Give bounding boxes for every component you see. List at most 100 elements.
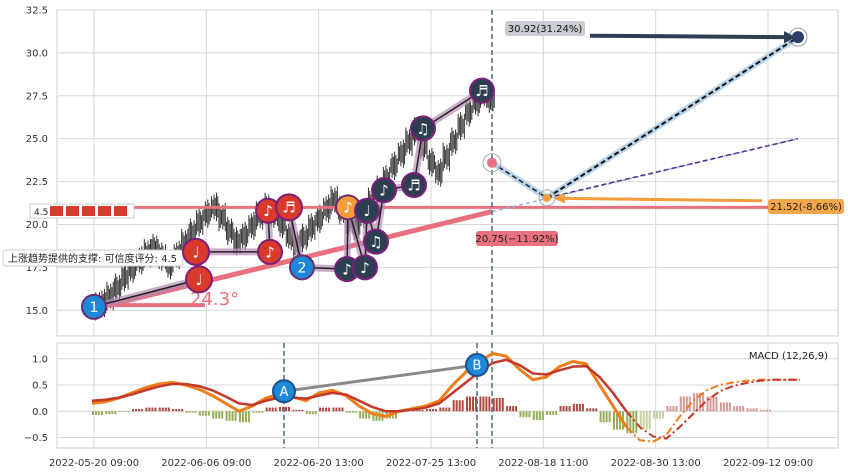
note-marker <box>352 254 378 281</box>
macd-histogram-bar <box>341 407 344 412</box>
macd-histogram-bar <box>121 411 124 412</box>
macd-histogram-bar <box>605 411 608 423</box>
macd-histogram-bar <box>292 409 295 412</box>
macd-histogram-bar <box>626 411 629 434</box>
note-marker <box>363 228 389 255</box>
macd-histogram-bar <box>736 406 739 412</box>
macd-histogram-bar <box>648 411 651 430</box>
macd-histogram-bar <box>693 392 696 412</box>
anchor-1-marker-label: 1 <box>90 300 99 316</box>
macd-histogram-bar <box>535 411 538 421</box>
macd-histogram-bar <box>442 407 445 412</box>
x-tick-label: 2022-05-20 09:00 <box>49 458 139 469</box>
macd-histogram-bar <box>271 407 274 412</box>
macd-histogram-bar <box>565 406 568 412</box>
macd-histogram-bar <box>274 407 277 412</box>
macd-histogram-bar <box>522 411 525 418</box>
macd-histogram-bar <box>498 398 501 412</box>
macd-histogram-bar <box>739 406 742 412</box>
divergence-line <box>283 363 478 393</box>
macd-histogram-bar <box>348 411 351 413</box>
note-marker-label: ♩ <box>192 243 199 261</box>
y-tick-label: 22.5 <box>26 177 48 188</box>
rating-cell <box>50 206 63 216</box>
macd-histogram-bar <box>549 411 552 415</box>
projection-line <box>491 162 548 199</box>
y-tick-label: 15.0 <box>26 306 48 317</box>
macd-histogram-bar <box>669 406 672 412</box>
target-high-dot <box>792 31 804 44</box>
macd-histogram-bar <box>525 411 528 418</box>
macd-histogram-bar <box>645 411 648 430</box>
macd-histogram-bar <box>448 407 451 412</box>
anchor-1-marker <box>81 293 107 320</box>
target-low-dot <box>543 193 551 202</box>
support-note-box <box>2 249 184 267</box>
macd-histogram-bar <box>749 408 752 412</box>
macd-histogram-bar <box>141 409 144 412</box>
note-marker <box>401 172 427 199</box>
x-tick-label: 2022-09-12 09:00 <box>723 458 813 469</box>
anchor-2-marker <box>289 254 315 281</box>
macd-histogram-bar <box>124 411 127 412</box>
macd-histogram-bar <box>167 407 170 412</box>
macd-histogram-bar <box>305 411 308 415</box>
macd-histogram-bar <box>709 396 712 412</box>
macd-histogram-bar <box>612 411 615 430</box>
macd-histogram-bar <box>702 392 705 412</box>
macd-histogram-bar <box>234 411 237 421</box>
macd-histogram-bar <box>298 409 301 412</box>
macd-y-tick-label: 1.0 <box>32 354 48 365</box>
macd-histogram-bar <box>656 411 659 419</box>
macd-histogram-bar <box>231 411 234 421</box>
support-note: 上涨趋势提供的支撑: 可信度评分: 4.5 <box>8 252 177 265</box>
macd-histogram-bar <box>578 403 581 412</box>
macd-histogram-bar <box>733 406 736 412</box>
arrow-high-shaft <box>589 33 785 40</box>
rating-label: 4.5 <box>34 208 48 218</box>
macd-histogram-bar <box>188 411 191 413</box>
support-price-label: 20.75(−11.92%) <box>476 234 559 245</box>
macd-histogram-bar <box>752 408 755 412</box>
y-tick-label: 32.5 <box>26 6 48 17</box>
macd-histogram-bar <box>515 406 518 412</box>
macd-histogram-bar <box>722 402 725 412</box>
macd-histogram-bar <box>301 409 304 412</box>
macd-line-projection <box>625 378 800 443</box>
macd-histogram-bar <box>148 407 151 412</box>
macd-histogram-bar <box>562 406 565 412</box>
note-marker-label: ♪ <box>360 259 370 277</box>
anchor-a-marker-label: A <box>280 385 289 400</box>
macd-histogram-bar <box>461 400 464 412</box>
macd-histogram-bar <box>445 407 448 412</box>
macd-histogram-bar <box>742 406 745 412</box>
x-tick-label: 2022-08-30 13:00 <box>611 458 701 469</box>
current-price-dot <box>487 157 497 168</box>
macd-histogram-bar <box>552 411 555 415</box>
x-tick-label: 2022-07-25 13:00 <box>386 458 476 469</box>
macd-histogram-bar <box>154 407 157 412</box>
macd-histogram-bar <box>592 408 595 412</box>
macd-histogram-bar <box>439 407 442 412</box>
macd-histogram-bar <box>415 409 418 412</box>
macd-histogram-bar <box>238 411 241 423</box>
arrow-low-head <box>553 193 565 204</box>
macd-histogram-bar <box>218 411 221 419</box>
macd-histogram-bar <box>332 407 335 412</box>
rating-cell <box>82 206 95 216</box>
macd-histogram-bar <box>586 408 589 412</box>
macd-histogram-bar <box>541 411 544 421</box>
macd-histogram-bar <box>207 411 210 416</box>
macd-histogram-bar <box>308 411 311 415</box>
macd-histogram-bar <box>265 407 268 412</box>
macd-histogram-bar <box>135 409 138 412</box>
anchor-a-marker <box>272 379 296 404</box>
macd-histogram-bar <box>319 407 322 412</box>
macd-histogram-bar <box>699 392 702 412</box>
macd-histogram-bar <box>488 396 491 412</box>
x-tick-label: 2022-06-20 13:00 <box>274 458 364 469</box>
macd-histogram-bar <box>132 409 135 412</box>
arrow-high-head <box>784 31 796 44</box>
macd-histogram-bar <box>359 411 362 419</box>
macd-histogram-bar <box>108 411 111 415</box>
